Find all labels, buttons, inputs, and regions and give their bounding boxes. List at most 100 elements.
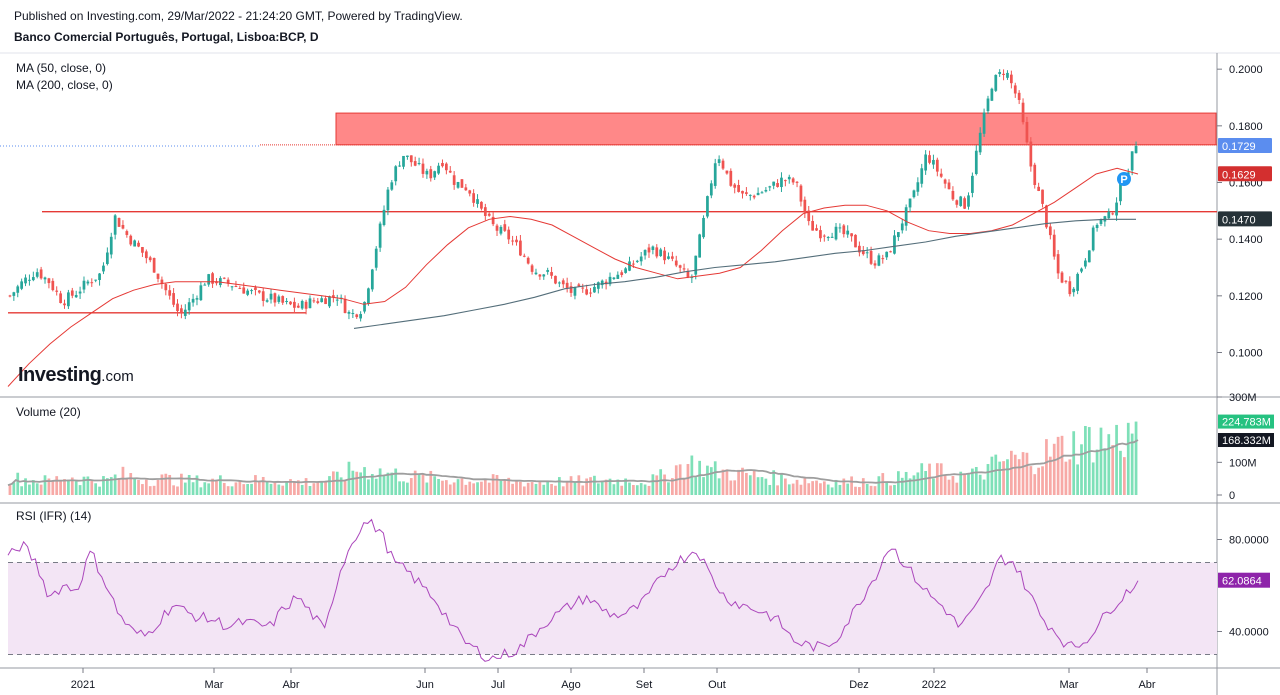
- volume-bar: [881, 473, 885, 495]
- volume-bar: [534, 483, 538, 495]
- candle-body: [417, 163, 421, 165]
- candle-body: [822, 235, 826, 237]
- candle-body: [1048, 226, 1052, 236]
- candle-body: [600, 280, 604, 286]
- time-axis[interactable]: 2021 Mar Abr Jun Jul Ago Set Out Dez 2022 Mar Abr: [71, 668, 1156, 691]
- price-tick-label: 0.1200: [1229, 291, 1263, 303]
- volume-bar: [425, 482, 429, 495]
- candle-body: [522, 255, 526, 257]
- candle-body: [994, 74, 998, 91]
- candle-body: [745, 192, 748, 194]
- candle-body: [1076, 273, 1079, 291]
- candle-body: [1119, 183, 1122, 202]
- volume-bar: [885, 481, 889, 495]
- volume-bar: [826, 484, 830, 495]
- candles: [8, 69, 1138, 322]
- candle-body: [990, 88, 994, 101]
- candle-body: [783, 180, 787, 182]
- candle-body: [324, 298, 327, 305]
- volume-bar: [511, 483, 514, 495]
- candle-body: [920, 168, 924, 184]
- volume-axis[interactable]: 300M 100M 0: [1217, 392, 1257, 502]
- candle-body: [811, 221, 815, 231]
- candle-body: [928, 155, 931, 163]
- volume-bar: [464, 484, 468, 495]
- candle-body: [300, 300, 304, 309]
- volume-bar: [709, 467, 713, 495]
- price-tags: 0.1729 0.1629 0.1470: [1218, 137, 1272, 227]
- volume-bar: [491, 474, 495, 495]
- candle-body: [433, 171, 437, 178]
- pivot-marker[interactable]: P: [1117, 172, 1131, 186]
- candle-body: [904, 207, 908, 226]
- volume-bar: [830, 487, 834, 495]
- price-pane[interactable]: P MA (50, close, 0) MA (200, close, 0) 0…: [0, 61, 1272, 387]
- volume-bar: [951, 476, 955, 495]
- candle-body: [877, 255, 881, 266]
- volume-bar: [1099, 427, 1103, 495]
- candle-body: [663, 250, 666, 261]
- candle-body: [437, 165, 440, 174]
- candle-body: [328, 296, 331, 307]
- volume-bar: [780, 474, 783, 495]
- rsi-pane[interactable]: RSI (IFR) (14) 80.0000 40.0000 62.0864: [7, 509, 1270, 662]
- volume-bar: [144, 479, 148, 495]
- volume-bar: [331, 471, 335, 495]
- candle-body: [515, 239, 518, 243]
- candle-body: [577, 284, 581, 287]
- volume-bar: [787, 484, 791, 495]
- candle-body: [896, 232, 900, 238]
- rsi-axis[interactable]: 80.0000 40.0000: [1217, 535, 1269, 639]
- candle-body: [144, 251, 148, 259]
- candle-body: [1072, 288, 1076, 293]
- rsi-tag-label: 62.0864: [1222, 576, 1262, 588]
- candle-body: [386, 189, 390, 211]
- rsi-tag-box: [1218, 572, 1270, 588]
- volume-bar: [990, 456, 994, 495]
- candle-body: [596, 282, 600, 289]
- candle-body: [148, 257, 152, 261]
- volume-bar: [721, 469, 725, 495]
- volume-bar: [971, 468, 974, 495]
- volume-bar: [203, 482, 207, 495]
- volume-bar: [928, 463, 931, 495]
- volume-bar: [1037, 467, 1041, 495]
- logo-main: Investing: [18, 364, 102, 386]
- candle-body: [963, 198, 966, 209]
- candle-body: [924, 154, 928, 171]
- volume-bar: [483, 479, 487, 495]
- volume-bar: [55, 476, 59, 495]
- price-tag-label: 0.1729: [1222, 141, 1256, 153]
- candle-body: [254, 287, 257, 291]
- candle-body: [207, 274, 211, 285]
- volume-tag-box: [1218, 414, 1274, 429]
- candle-body: [51, 280, 55, 291]
- candle-body: [846, 230, 850, 235]
- candle-body: [1056, 254, 1060, 274]
- candle-body: [803, 199, 807, 213]
- volume-bar: [834, 479, 838, 495]
- volume-bar: [316, 481, 320, 495]
- volume-bar: [386, 472, 390, 495]
- volume-bar: [694, 477, 698, 495]
- candle-body: [121, 224, 125, 229]
- candle-body: [242, 287, 246, 294]
- volume-bar: [351, 470, 355, 495]
- volume-bar: [682, 477, 686, 495]
- volume-pane[interactable]: Volume (20) 300M 100M 0 224.783M 168.332M: [7, 392, 1274, 502]
- candle-body: [1009, 74, 1013, 84]
- candle-body: [893, 235, 896, 254]
- volume-bar: [900, 477, 904, 495]
- candle-body: [1134, 145, 1138, 154]
- volume-bar: [741, 467, 744, 495]
- candle-body: [367, 288, 370, 304]
- volume-bar: [752, 470, 756, 495]
- volume-bar: [939, 463, 943, 495]
- volume-bar: [437, 478, 440, 495]
- volume-tag-label: 168.332M: [1222, 435, 1271, 447]
- candle-body: [277, 296, 281, 302]
- ma50-legend: MA (50, close, 0): [16, 61, 106, 75]
- volume-bar: [686, 464, 690, 495]
- volume-bar: [760, 477, 764, 495]
